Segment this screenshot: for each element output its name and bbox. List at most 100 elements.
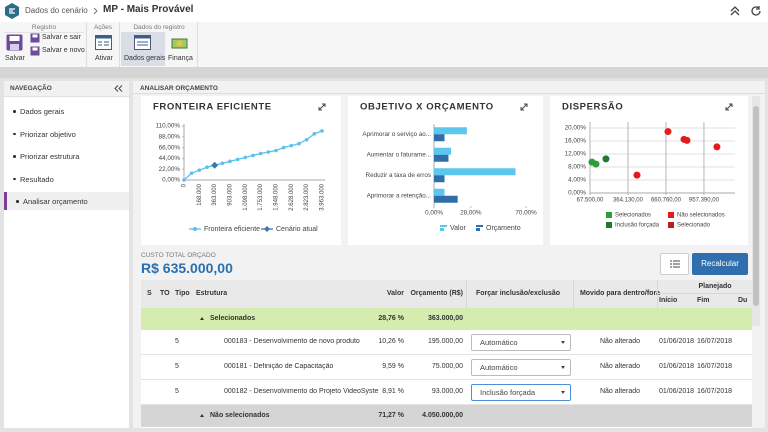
column-header: Du <box>738 297 748 304</box>
column-header: Início <box>659 297 678 304</box>
legend-marker <box>264 226 270 232</box>
navigation-header <box>4 81 129 97</box>
x-tick-label: 2.628.000 <box>289 183 295 210</box>
nav-item[interactable]: Resultado <box>4 170 129 188</box>
force-select[interactable]: Automático <box>471 334 571 351</box>
nav-item[interactable]: Dados gerais <box>4 102 129 120</box>
x-tick-label: 1.948.000 <box>274 183 280 210</box>
legend-label: Orçamento <box>486 225 521 232</box>
button-label[interactable]: Finança <box>168 55 193 62</box>
type-cell: 5 <box>175 388 179 395</box>
point <box>664 128 672 136</box>
save-icon[interactable] <box>6 34 23 51</box>
nav-label: Analisar orçamento <box>23 197 88 206</box>
expand-icon[interactable] <box>318 103 326 111</box>
save-exit-icon[interactable] <box>30 33 40 43</box>
column-header: Forçar inclusão/exclusão <box>475 290 561 297</box>
column-separator <box>466 280 467 308</box>
x-tick-label: 168.000 <box>197 183 203 205</box>
table-row <box>141 330 752 355</box>
value-cell: 8,91 % <box>382 388 404 395</box>
chart: DISPERSÃO 0,00% 4,00% 8,00% 12,00% 16,00% 20,0… <box>562 102 735 229</box>
navigation-panel: NAVEGAÇÃO Dados gerais Priorizar objetivo… <box>4 81 129 428</box>
breadcrumb[interactable]: Dados do cenário <box>25 6 88 15</box>
point <box>211 161 219 169</box>
y-tick-label: 0,00% <box>568 190 586 197</box>
planned-header: Planejado <box>698 283 732 290</box>
column-separator <box>657 280 658 308</box>
column-header: Estrutura <box>196 290 228 297</box>
type-cell: 5 <box>175 338 179 345</box>
activate-icon[interactable] <box>95 35 112 50</box>
force-select[interactable]: Inclusão forçada <box>471 384 571 401</box>
chart-title: OBJETIVO X ORÇAMENTO <box>360 102 494 113</box>
button-label[interactable]: Salvar e novo <box>42 47 85 54</box>
legend-swatch <box>476 228 480 231</box>
finance-icon[interactable] <box>171 35 189 51</box>
y-tick-label: 44,00% <box>159 155 181 162</box>
chart-card: FRONTEIRA EFICIENTE 0,00% 22,00% 44,00% 66,0… <box>141 96 341 245</box>
group-budget: 4.050.000,00 <box>422 412 463 419</box>
structure-cell: 000182 - Desenvolvimento do Projeto Vide… <box>224 388 379 395</box>
y-tick-label: 66,00% <box>159 144 181 151</box>
group-label: Selecionados <box>210 315 256 322</box>
separator <box>197 22 198 67</box>
nav-label: Dados gerais <box>20 107 65 116</box>
button-label[interactable]: Salvar e sair <box>42 34 81 41</box>
top-bar: Dados do cenário MP - Mais Provável <box>0 0 768 23</box>
y-tick-label: 20,00% <box>565 125 587 132</box>
point <box>258 151 263 156</box>
group-label: Dados do registro <box>133 24 185 31</box>
point <box>251 153 255 158</box>
select-caret <box>561 341 565 344</box>
toolbar-strip <box>0 67 768 78</box>
x-tick-label: 0,00% <box>425 210 443 217</box>
x-tick-label: 2.823.000 <box>304 183 310 210</box>
collapse-nav-icon[interactable] <box>114 85 123 92</box>
y-tick-label: 22,00% <box>159 166 181 173</box>
bar <box>434 195 458 203</box>
group-value: 28,76 % <box>378 315 404 322</box>
nav-label: Priorizar objetivo <box>20 129 76 139</box>
column-header: TO <box>160 290 170 297</box>
collapse-arrow[interactable] <box>200 317 204 320</box>
point <box>713 143 721 151</box>
recalculate-button[interactable]: Recalcular <box>692 253 748 275</box>
select-caret <box>561 391 565 394</box>
column-separator <box>573 280 574 308</box>
refresh-icon[interactable] <box>750 5 762 17</box>
x-tick-label: 363.000 <box>212 183 218 205</box>
button-label[interactable]: Salvar <box>5 55 25 62</box>
x-tick-label: 3.963.000 <box>320 183 326 210</box>
bar <box>434 127 467 135</box>
chart-title: DISPERSÃO <box>562 102 623 113</box>
category-label: Aprimorar o serviço ao... <box>362 131 431 138</box>
button-label[interactable]: Dados gerais <box>124 55 166 62</box>
bullet <box>13 110 16 113</box>
nav-item[interactable]: Priorizar estrutura <box>4 147 129 165</box>
general-data-icon[interactable] <box>134 35 151 50</box>
scroll-thumb[interactable] <box>753 106 759 306</box>
table-row <box>141 355 752 380</box>
moved-cell: Não alterado <box>599 388 641 395</box>
legend-label: Valor <box>450 225 466 232</box>
list-button[interactable] <box>660 253 689 275</box>
force-select[interactable]: Automático <box>471 359 571 376</box>
point <box>266 150 271 154</box>
collapse-arrow[interactable] <box>200 414 204 417</box>
x-tick-label: 660.760,00 <box>651 198 682 204</box>
button-label[interactable]: Ativar <box>95 55 113 62</box>
legend-label: Selecionado <box>677 223 711 229</box>
expand-icon[interactable] <box>520 103 528 111</box>
collapse-icon[interactable] <box>730 5 740 17</box>
expand-icon[interactable] <box>725 103 733 111</box>
scrollbar[interactable] <box>752 96 760 326</box>
nav-item[interactable]: Priorizar objetivo <box>4 125 129 143</box>
structure-cell: 000181 - Definição de Capacitação <box>224 363 334 370</box>
end-date: 16/07/2018 <box>697 338 733 345</box>
point <box>633 171 641 179</box>
budget-cell: 75.000,00 <box>431 363 463 370</box>
nav-item[interactable]: Analisar orçamento <box>4 192 129 210</box>
save-new-icon[interactable] <box>30 46 40 56</box>
legend-swatch <box>606 212 612 218</box>
